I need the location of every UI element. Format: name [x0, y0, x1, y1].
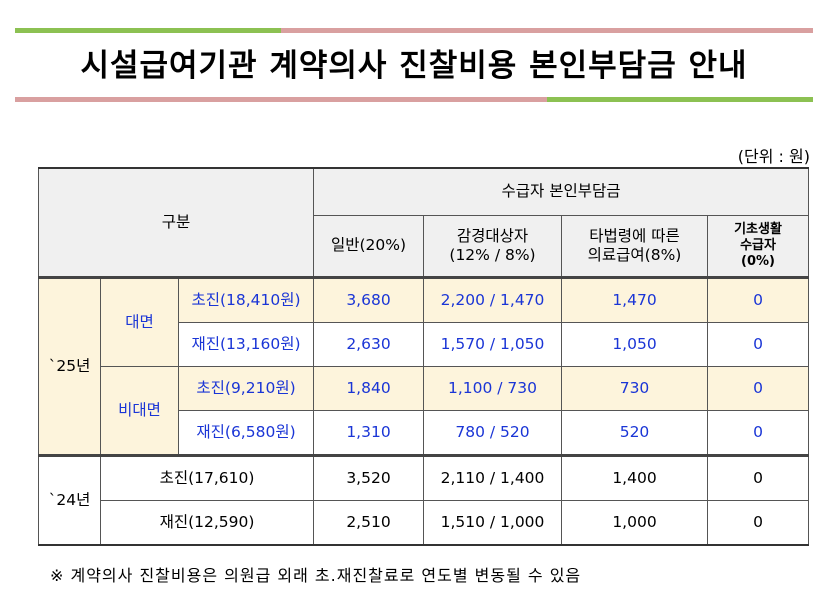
header-col-general: 일반(20%): [313, 215, 424, 278]
cell-other-law: 1,000: [561, 500, 708, 546]
cell-basic-living: 0: [706, 454, 810, 501]
copay-table: 구분 수급자 본인부담금 일반(20%) 감경대상자 (12% / 8%) 타법…: [38, 167, 810, 546]
top-bar-green: [15, 28, 281, 33]
nonface-label: 비대면: [100, 366, 179, 456]
cell-general: 3,680: [313, 276, 424, 323]
cell-general: 1,840: [313, 366, 424, 411]
cell-reduced: 1,510 / 1,000: [423, 500, 562, 546]
header-col-reduced: 감경대상자 (12% / 8%): [423, 215, 562, 278]
table-row: 재진(12,590) 2,510 1,510 / 1,000 1,000 0: [39, 500, 810, 546]
cell-basic-living: 0: [706, 410, 810, 456]
cell-general: 2,630: [313, 322, 424, 367]
table-row: `24년 초진(17,610) 3,520 2,110 / 1,400 1,40…: [38, 454, 810, 546]
top-bar-pink: [281, 28, 813, 33]
cell-other-law: 730: [561, 366, 708, 411]
cell-basic-living: 0: [706, 366, 810, 411]
cell-general: 1,310: [313, 410, 424, 456]
cell-basic-living: 0: [706, 276, 810, 323]
header-col-basic-living: 기초생활 수급자 (0%): [706, 215, 810, 278]
cell-other-law: 1,470: [561, 276, 708, 323]
table-row: `25년 대면 초진(18,410원) 3,680 2,200 / 1,470 …: [38, 276, 810, 456]
row-name: 초진(9,210원): [178, 366, 314, 411]
row-name: 초진(18,410원): [178, 276, 314, 323]
cell-basic-living: 0: [706, 322, 810, 367]
cell-basic-living: 0: [706, 500, 810, 546]
table-row: 비대면 초진(9,210원) 1,840 1,100 / 730 730 0: [38, 366, 810, 456]
page-title: 시설급여기관 계약의사 진찰비용 본인부담금 안내: [80, 48, 748, 84]
header-group: 수급자 본인부담금: [312, 167, 810, 216]
cell-other-law: 1,400: [561, 454, 708, 501]
face-label: 대면: [100, 276, 179, 367]
cell-reduced: 2,110 / 1,400: [423, 454, 562, 501]
cell-other-law: 1,050: [561, 322, 708, 367]
cell-reduced: 1,100 / 730: [423, 366, 562, 411]
cell-reduced: 1,570 / 1,050: [423, 322, 562, 367]
year-25-label: `25년: [38, 276, 101, 456]
cell-general: 3,520: [313, 454, 424, 501]
table-row: 재진(6,580원) 1,310 780 / 520 520 0: [39, 410, 810, 456]
unit-label: (단위 : 원): [737, 147, 810, 166]
row-name: 재진(13,160원): [178, 322, 314, 367]
footnote: ※ 계약의사 진찰비용은 의원급 외래 초.재진찰료로 연도별 변동될 수 있음: [50, 566, 582, 585]
row-name: 재진(12,590): [100, 500, 314, 546]
header-col-other-law: 타법령에 따른 의료급여(8%): [561, 215, 708, 278]
row-name: 재진(6,580원): [178, 410, 314, 456]
year-24-label: `24년: [38, 454, 101, 546]
cell-other-law: 520: [561, 410, 708, 456]
cell-general: 2,510: [313, 500, 424, 546]
table-row: 재진(13,160원) 2,630 1,570 / 1,050 1,050 0: [39, 322, 810, 367]
bottom-bar-pink: [15, 97, 547, 102]
bottom-bar-green: [547, 97, 813, 102]
header-category: 구분: [38, 167, 314, 278]
cell-reduced: 780 / 520: [423, 410, 562, 456]
cell-reduced: 2,200 / 1,470: [423, 276, 562, 323]
row-name: 초진(17,610): [100, 454, 314, 501]
